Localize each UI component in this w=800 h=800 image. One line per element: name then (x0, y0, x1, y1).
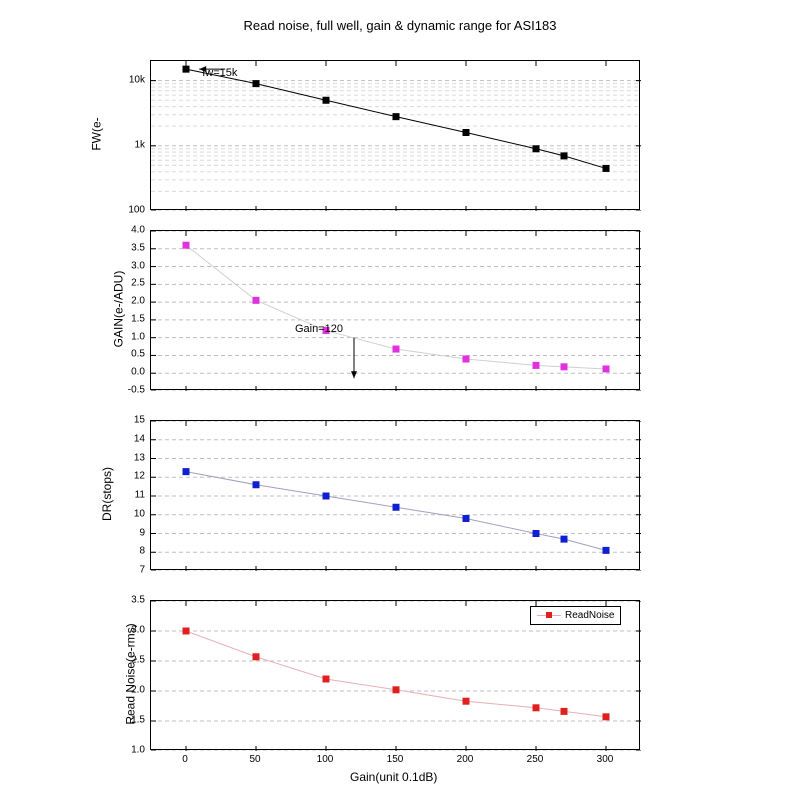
panel-gain (150, 230, 640, 390)
xlabel: Gain(unit 0.1dB) (350, 770, 437, 784)
annot-fw: fw=15k (202, 67, 237, 79)
ytick-label: 12 (110, 471, 145, 482)
ytick-label: 13 (110, 452, 145, 463)
ytick-label: 15 (110, 415, 145, 426)
xtick-label: 250 (527, 754, 544, 765)
legend-rn: ReadNoise (530, 606, 621, 625)
ytick-label: 1k (110, 139, 145, 150)
ytick-label: 2.5 (110, 278, 145, 289)
ytick-label: 2.0 (110, 685, 145, 696)
panel-dr (150, 420, 640, 570)
ytick-label: 9 (110, 527, 145, 538)
ytick-label: 3.5 (110, 595, 145, 606)
ytick-label: 0.5 (110, 349, 145, 360)
page-title: Read noise, full well, gain & dynamic ra… (0, 18, 800, 33)
ytick-label: 8 (110, 546, 145, 557)
xtick-label: 150 (387, 754, 404, 765)
ytick-label: 7 (110, 565, 145, 576)
legend-label: ReadNoise (565, 610, 614, 621)
ytick-label: 11 (110, 490, 145, 501)
ytick-label: 1.0 (110, 331, 145, 342)
ytick-label: 4.0 (110, 225, 145, 236)
ytick-label: 10k (110, 74, 145, 85)
panel-fw (150, 60, 640, 210)
ytick-label: 2.0 (110, 296, 145, 307)
ylabel-rn: Read Noise(e-rms) (124, 623, 138, 724)
xtick-label: 200 (457, 754, 474, 765)
ytick-label: 14 (110, 433, 145, 444)
ytick-label: 100 (110, 205, 145, 216)
xtick-label: 300 (597, 754, 614, 765)
ytick-label: 1.5 (110, 715, 145, 726)
ytick-label: 0.0 (110, 367, 145, 378)
ytick-label: 3.0 (110, 625, 145, 636)
xtick-label: 100 (317, 754, 334, 765)
xtick-label: 50 (249, 754, 260, 765)
ytick-label: 3.5 (110, 242, 145, 253)
ytick-label: -0.5 (110, 385, 145, 396)
xtick-label: 0 (182, 754, 188, 765)
ytick-label: 3.0 (110, 260, 145, 271)
annot-gain: Gain=120 (295, 323, 343, 335)
ylabel-fw: FW(e- (90, 117, 104, 150)
ytick-label: 2.5 (110, 655, 145, 666)
ytick-label: 1.0 (110, 745, 145, 756)
ytick-label: 1.5 (110, 313, 145, 324)
ytick-label: 10 (110, 508, 145, 519)
